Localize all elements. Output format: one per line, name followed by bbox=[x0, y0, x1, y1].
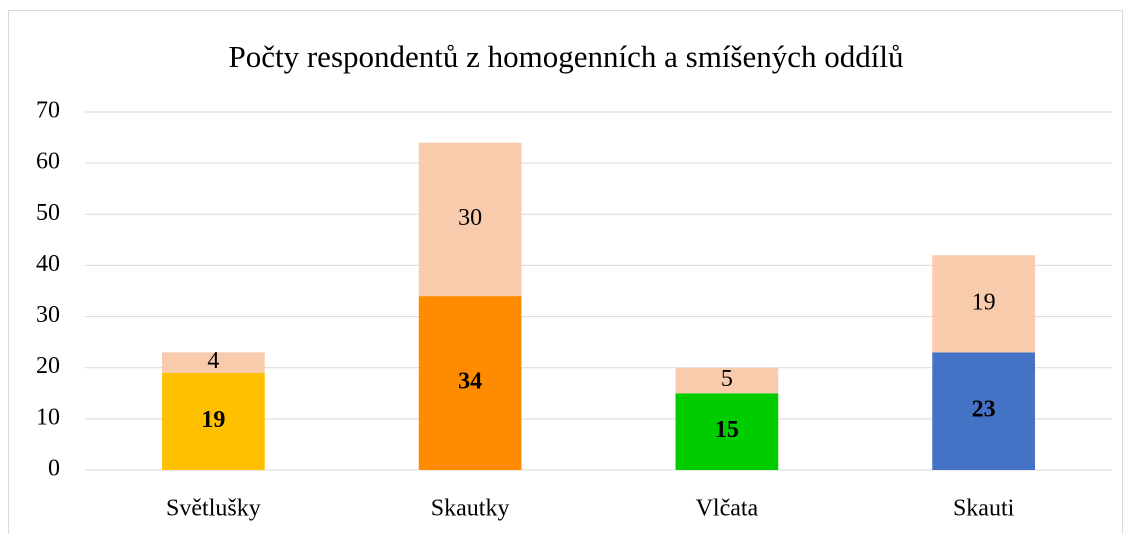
bar-segment bbox=[162, 372, 265, 470]
chart-frame bbox=[8, 10, 1123, 534]
y-tick-label: 10 bbox=[36, 404, 60, 430]
y-tick-label: 70 bbox=[36, 98, 60, 124]
bar-segment bbox=[418, 296, 522, 470]
bar-segment bbox=[932, 255, 1035, 353]
x-tick-label: Skautky bbox=[431, 496, 510, 522]
x-tick-label: Vlčata bbox=[696, 496, 759, 522]
y-tick-label: 50 bbox=[36, 200, 60, 226]
x-tick-label: Světlušky bbox=[166, 496, 261, 522]
x-tick-label: Skauti bbox=[953, 496, 1015, 522]
data-label: 5 bbox=[721, 366, 733, 392]
chart-title: Počty respondentů z homogenních a smíšen… bbox=[229, 39, 904, 74]
y-tick-label: 60 bbox=[36, 149, 60, 175]
data-label: 23 bbox=[972, 397, 996, 423]
data-label: 34 bbox=[458, 369, 482, 395]
y-tick-label: 30 bbox=[36, 302, 60, 328]
data-label: 15 bbox=[715, 417, 739, 443]
data-label: 4 bbox=[207, 348, 219, 374]
y-tick-label: 40 bbox=[36, 251, 60, 277]
data-label: 19 bbox=[201, 407, 225, 433]
bar-segment bbox=[162, 352, 265, 373]
y-tick-label: 20 bbox=[36, 353, 60, 379]
bar-segment bbox=[418, 142, 522, 297]
data-label: 19 bbox=[972, 289, 996, 315]
data-label: 30 bbox=[458, 205, 482, 231]
y-tick-label: 0 bbox=[48, 456, 60, 482]
bar-segment bbox=[675, 393, 779, 470]
bar-segment bbox=[932, 352, 1035, 470]
bar-segment bbox=[675, 367, 779, 394]
